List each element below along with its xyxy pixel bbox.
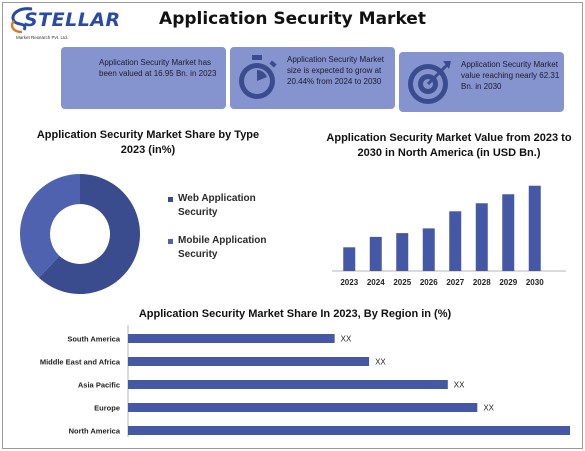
info-box-growth: Application Security Market size is expe… [230, 47, 395, 109]
x-tick-label: 2030 [526, 278, 544, 287]
data-label: XX [375, 358, 386, 367]
logo-swoosh-icon [10, 7, 33, 34]
x-tick-label: 2023 [340, 278, 358, 287]
info-box-valuation: Application Security Market has been val… [61, 47, 226, 109]
x-tick-label: 2028 [473, 278, 491, 287]
y-tick-label: Asia Pacific [78, 381, 120, 390]
legend-swatch [168, 197, 173, 202]
info-box-forecast: Application Security Market value reachi… [399, 52, 564, 112]
bar-south-america [128, 334, 335, 343]
x-tick-label: 2025 [393, 278, 411, 287]
bar-2026 [422, 228, 435, 271]
bar-middle-east-and-africa [128, 357, 370, 366]
north-america-bar-chart: 2023 2024 2025 2026 2027 2028 2029 2030 [332, 185, 566, 287]
target-icon [408, 61, 451, 104]
bar-2027 [449, 211, 462, 271]
bar-2029 [502, 194, 515, 271]
type-share-donut-chart [19, 174, 141, 294]
info-box-text: Application Security Market value reachi… [461, 60, 560, 91]
legend-label: Web Application Security [178, 193, 256, 218]
logo-subtitle: Market Research Pvt. Ltd. [16, 35, 69, 40]
y-tick-label: South America [67, 335, 120, 344]
bar-2023 [343, 247, 356, 271]
x-tick-label: 2027 [446, 278, 464, 287]
type-share-chart-title: Application Security Market Share by Typ… [36, 129, 260, 156]
y-tick-label: Middle East and Africa [40, 358, 121, 367]
data-label: XX [483, 404, 494, 413]
legend-swatch [168, 239, 173, 244]
bar-north-america [128, 426, 570, 435]
data-label: XX [454, 381, 465, 390]
region-chart-title: Application Security Market Share In 202… [138, 308, 452, 320]
north-america-chart-title: Application Security Market Value from 2… [326, 132, 572, 159]
bar-asia-pacific [128, 380, 448, 389]
y-tick-label: North America [69, 427, 121, 436]
page-title: Application Security Market [159, 9, 426, 29]
stellar-logo: STELLAR Market Research Pvt. Ltd. [6, 5, 120, 49]
bar-2025 [396, 233, 409, 271]
info-box-text: Application Security Market has been val… [99, 58, 217, 78]
bar-2024 [369, 236, 382, 271]
x-tick-label: 2029 [499, 278, 517, 287]
info-box-text: Application Security Market size is expe… [287, 55, 384, 86]
data-label: XX [341, 335, 352, 344]
legend-label: Mobile Application Security [178, 235, 267, 260]
bar-2030 [528, 185, 541, 271]
bar-2028 [475, 203, 488, 271]
logo-wordmark: STELLAR [24, 9, 121, 31]
x-tick-label: 2026 [420, 278, 438, 287]
x-tick-label: 2024 [367, 278, 385, 287]
bar-europe [128, 403, 478, 412]
y-tick-label: Europe [94, 404, 120, 413]
donut-slice-mobile-application-security [19, 174, 80, 278]
stopwatch-icon [239, 55, 277, 99]
donut-slice-web-application-security [38, 174, 141, 294]
region-bar-chart: South America XX Middle East and Africa XX A… [40, 325, 570, 437]
